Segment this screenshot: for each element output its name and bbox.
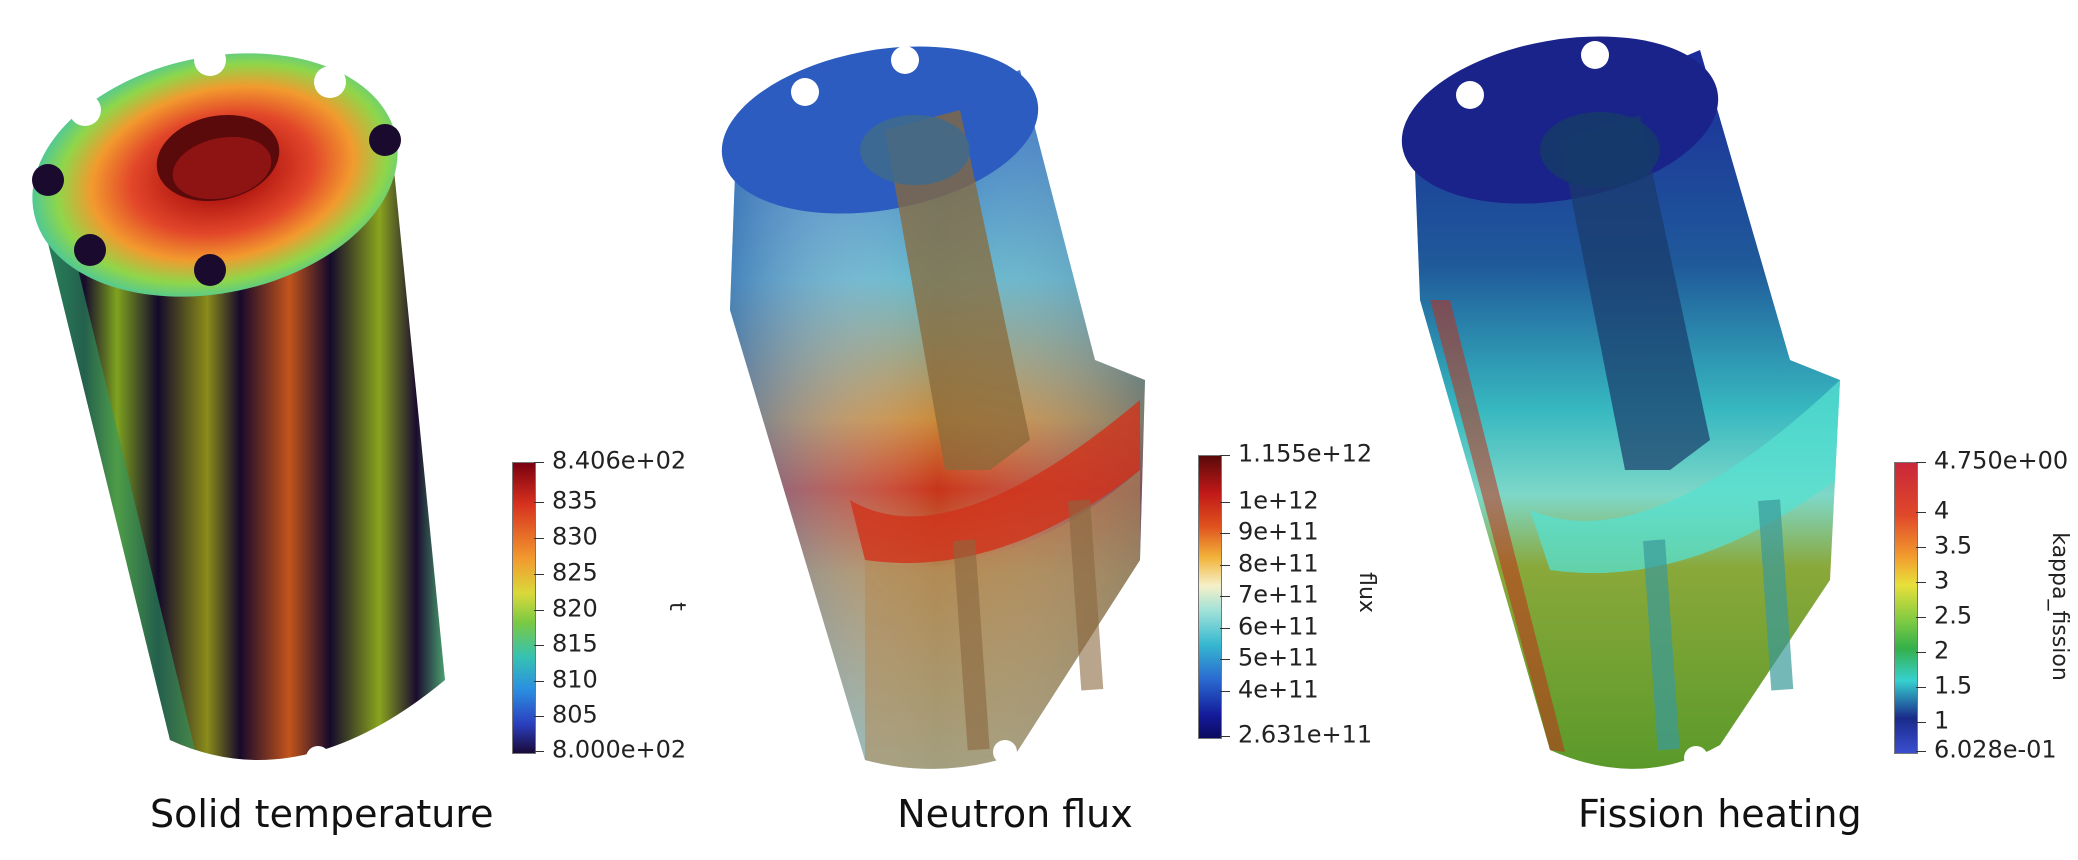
tick-label: 820 bbox=[552, 594, 598, 623]
tick-label: 2 bbox=[1934, 636, 1950, 665]
solid-temperature-render bbox=[32, 44, 445, 770]
colorbar-gradient bbox=[512, 462, 536, 754]
panel-fission-heating: 4.750e+00 4 3.5 3 2.5 2 1.5 1 6.028e-01 … bbox=[1390, 0, 2078, 860]
colorbar-temperature: 8.406e+02 835 830 825 820 815 810 805 8.… bbox=[512, 447, 712, 764]
tick-label: 9e+11 bbox=[1238, 517, 1319, 546]
tick-label: 1.5 bbox=[1934, 671, 1973, 700]
tick-label: 7e+11 bbox=[1238, 580, 1319, 609]
tick-label: 805 bbox=[552, 700, 598, 729]
colorbar-gradient bbox=[1894, 462, 1918, 754]
tick-label: 8.406e+02 bbox=[552, 446, 687, 475]
colorbar-title: t bbox=[663, 602, 689, 611]
tick-label: 1e+12 bbox=[1238, 486, 1319, 515]
tick-label: 8e+11 bbox=[1238, 549, 1319, 578]
tick-label: 2.5 bbox=[1934, 601, 1973, 630]
tick-label: 8.000e+02 bbox=[552, 735, 687, 764]
tick-label: 1 bbox=[1934, 706, 1950, 735]
caption-solid-temperature: Solid temperature bbox=[150, 792, 494, 836]
tick-label: 835 bbox=[552, 486, 598, 515]
colorbar-title: flux bbox=[1353, 572, 1379, 613]
tick-label: 6e+11 bbox=[1238, 612, 1319, 641]
tick-label: 3 bbox=[1934, 566, 1950, 595]
neutron-flux-render bbox=[721, 46, 1145, 769]
panel-neutron-flux: 1.155e+12 1e+12 9e+11 8e+11 7e+11 6e+11 … bbox=[700, 0, 1390, 860]
tick-label: 4.750e+00 bbox=[1934, 446, 2069, 475]
tick-label: 4e+11 bbox=[1238, 675, 1319, 704]
panel-solid-temperature: 8.406e+02 835 830 825 820 815 810 805 8.… bbox=[0, 0, 700, 860]
colorbar-kappa-fission: 4.750e+00 4 3.5 3 2.5 2 1.5 1 6.028e-01 bbox=[1894, 447, 2078, 764]
colorbar-title: kappa_fission bbox=[2046, 532, 2072, 681]
tick-label: 5e+11 bbox=[1238, 643, 1319, 672]
fission-heating-render bbox=[1401, 36, 1840, 770]
caption-neutron-flux: Neutron flux bbox=[897, 792, 1133, 836]
tick-label: 2.631e+11 bbox=[1238, 720, 1373, 749]
tick-label: 1.155e+12 bbox=[1238, 439, 1373, 468]
tick-label: 3.5 bbox=[1934, 531, 1973, 560]
colorbar-flux: 1.155e+12 1e+12 9e+11 8e+11 7e+11 6e+11 … bbox=[1198, 440, 1398, 755]
tick-label: 4 bbox=[1934, 496, 1950, 525]
tick-label: 815 bbox=[552, 629, 598, 658]
tick-label: 825 bbox=[552, 558, 598, 587]
tick-label: 6.028e-01 bbox=[1934, 735, 2057, 764]
tick-label: 830 bbox=[552, 522, 598, 551]
caption-fission-heating: Fission heating bbox=[1578, 792, 1862, 836]
tick-label: 810 bbox=[552, 665, 598, 694]
colorbar-gradient bbox=[1198, 455, 1222, 739]
